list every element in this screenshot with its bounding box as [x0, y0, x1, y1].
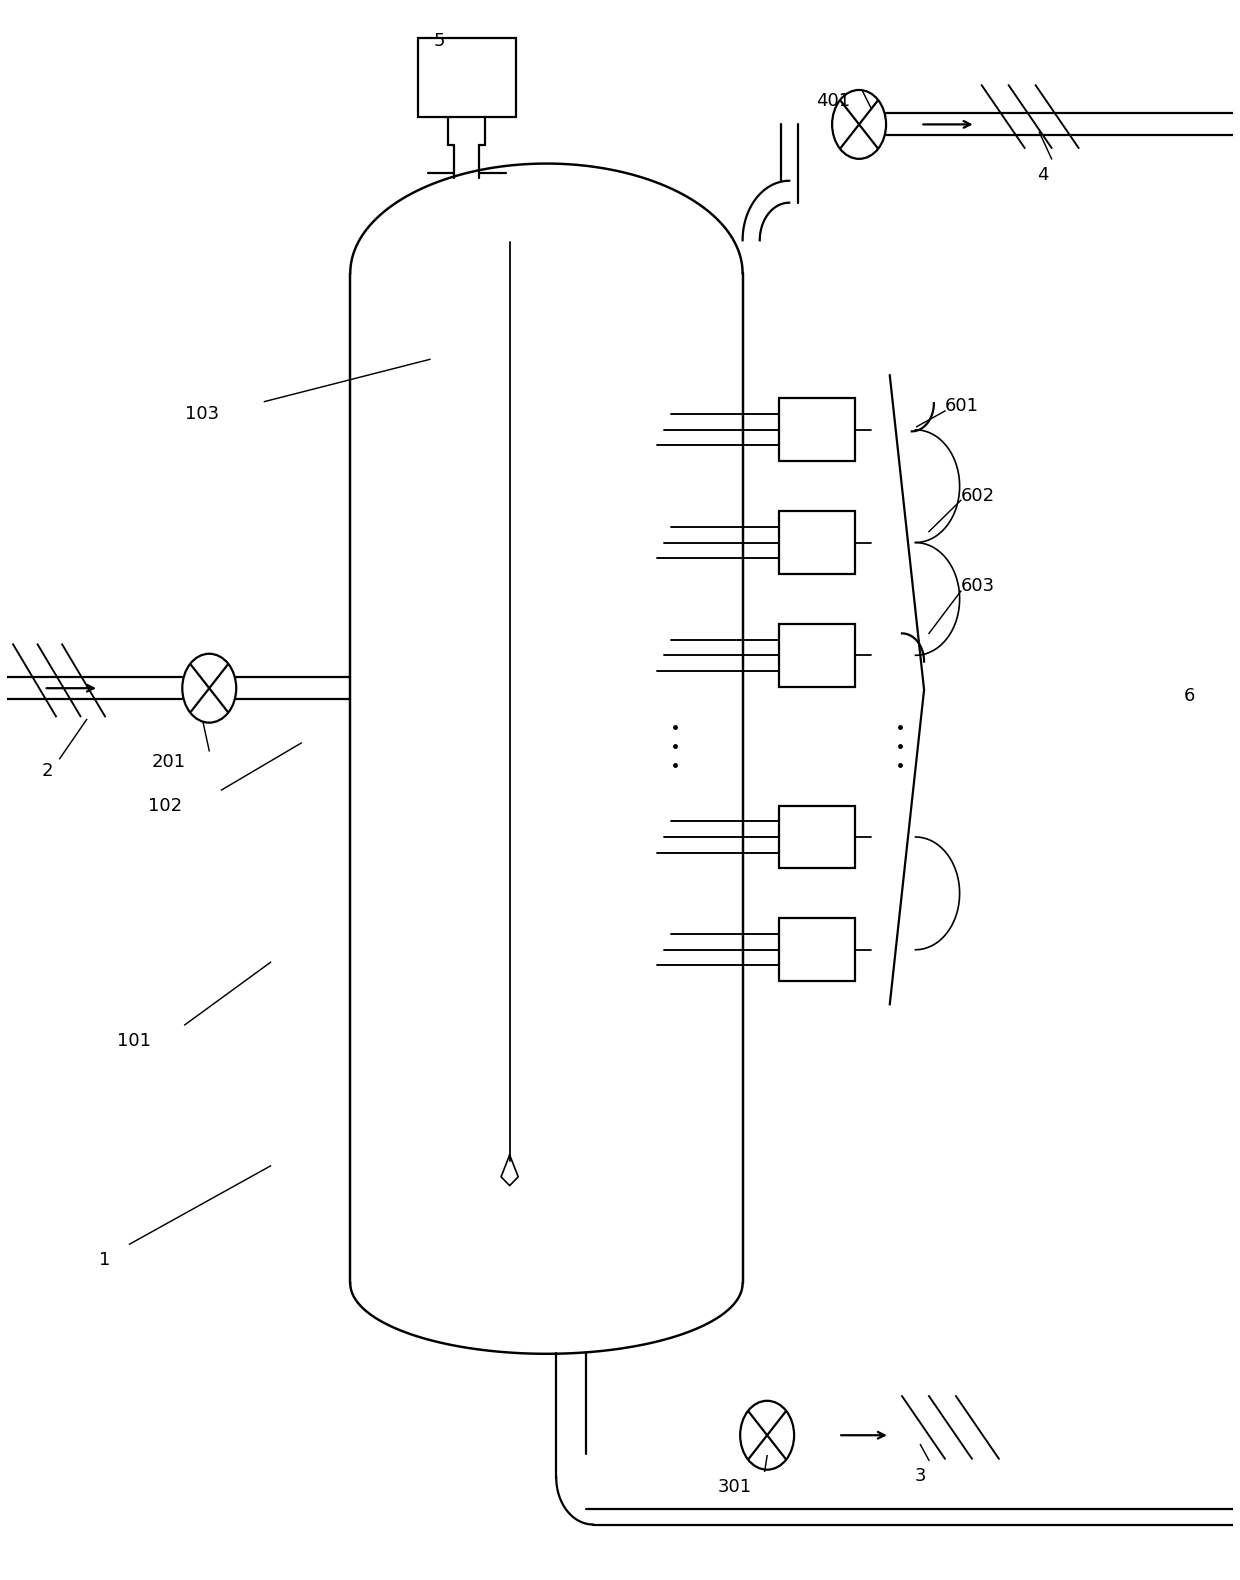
Bar [780, 624, 856, 687]
Text: 103: 103 [185, 404, 218, 423]
Bar [418, 38, 516, 117]
Text: 102: 102 [148, 796, 182, 815]
Text: 301: 301 [718, 1477, 753, 1496]
Bar [780, 918, 856, 981]
Text: 601: 601 [945, 397, 978, 416]
Text: 5: 5 [434, 33, 445, 51]
Bar [780, 806, 856, 869]
Text: 6: 6 [1184, 687, 1195, 705]
Text: 2: 2 [41, 762, 53, 781]
Bar [780, 512, 856, 574]
Text: 3: 3 [914, 1466, 926, 1485]
Text: 201: 201 [151, 752, 186, 771]
Text: 401: 401 [816, 92, 851, 111]
Bar [780, 398, 856, 461]
Text: 603: 603 [961, 577, 994, 596]
Text: 1: 1 [99, 1251, 110, 1269]
Text: 602: 602 [961, 487, 994, 504]
Text: 4: 4 [1037, 166, 1048, 183]
Text: 101: 101 [118, 1032, 151, 1049]
